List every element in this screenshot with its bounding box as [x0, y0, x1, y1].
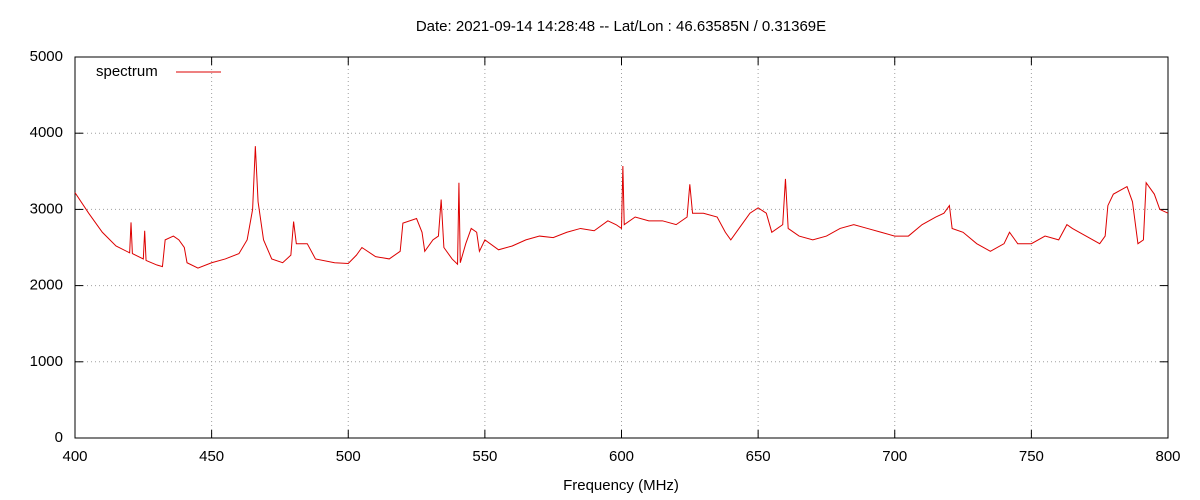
y-tick-label: 3000 — [30, 200, 63, 217]
x-tick-label: 650 — [746, 448, 771, 465]
x-tick-label: 700 — [882, 448, 907, 465]
y-tick-label: 5000 — [30, 48, 63, 65]
y-tick-label: 1000 — [30, 353, 63, 370]
x-tick-label: 800 — [1155, 448, 1180, 465]
x-tick-label: 500 — [336, 448, 361, 465]
chart-title: Date: 2021-09-14 14:28:48 -- Lat/Lon : 4… — [416, 18, 826, 35]
x-tick-label: 750 — [1019, 448, 1044, 465]
y-tick-label: 2000 — [30, 277, 63, 294]
x-tick-label: 400 — [62, 448, 87, 465]
y-tick-label: 4000 — [30, 124, 63, 141]
y-tick-label: 0 — [55, 429, 63, 446]
plot-frame — [74, 56, 1169, 439]
legend-label: spectrum — [96, 63, 158, 80]
x-tick-label: 450 — [199, 448, 224, 465]
x-axis-label: Frequency (MHz) — [563, 477, 679, 494]
x-tick-label: 600 — [609, 448, 634, 465]
x-tick-label: 550 — [472, 448, 497, 465]
spectrum-line — [74, 146, 1169, 269]
